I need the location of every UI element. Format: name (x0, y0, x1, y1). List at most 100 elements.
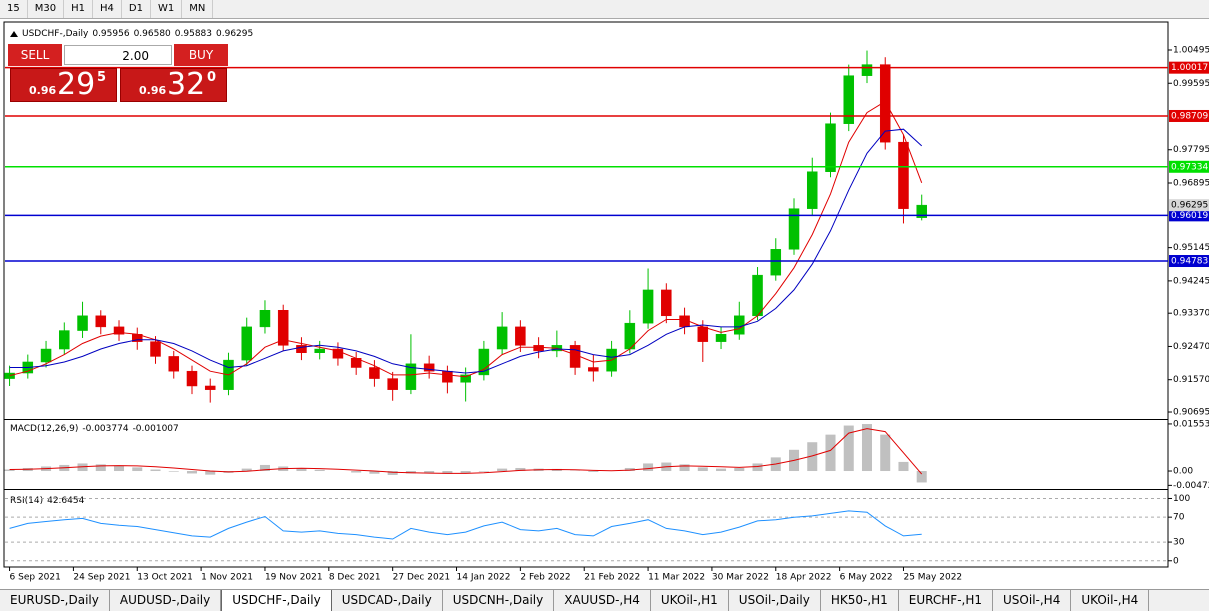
macd-bar (296, 468, 307, 472)
chart-tab[interactable]: EURUSD-,Daily (0, 590, 110, 611)
timeframe-toolbar: 15 M30 H1 H4 D1 W1 MN (0, 0, 1209, 19)
x-tick-label: 18 Apr 2022 (776, 573, 832, 583)
candle-body (460, 374, 471, 383)
x-tick-label: 14 Jan 2022 (457, 573, 511, 583)
indicator: MACD(12,26,9) (10, 424, 78, 434)
macd-bar (861, 424, 873, 472)
level-label: 0.98709 (1171, 111, 1208, 121)
symbol: USDCHF-,Daily (22, 29, 89, 39)
x-tick-label: 24 Sep 2021 (73, 573, 130, 583)
macd-signal (9, 428, 923, 475)
chart-tab[interactable]: USDCAD-,Daily (332, 590, 443, 611)
macd-bar (259, 464, 270, 472)
y-tick-label: 0.00 (1173, 467, 1193, 477)
candle-body (186, 370, 198, 387)
timeframe-button[interactable]: 15 (0, 0, 28, 18)
lot-input[interactable]: 2.00 (64, 45, 172, 65)
collapse-icon (10, 31, 18, 37)
macd-bar (241, 468, 252, 472)
timeframe-button[interactable]: M30 (28, 0, 65, 18)
x-tick-label: 27 Dec 2021 (393, 573, 451, 583)
chart-tab[interactable]: AUDUSD-,Daily (110, 590, 222, 611)
moving-average (9, 128, 923, 374)
high: 0.96580 (134, 29, 171, 39)
x-tick-label: 8 Dec 2021 (329, 573, 381, 583)
candle-body (478, 348, 490, 376)
chart-tab[interactable]: USDCNH-,Daily (443, 590, 555, 611)
candle-body (405, 363, 417, 390)
y-tick-label: 0.94245 (1173, 276, 1209, 286)
macd-bar (4, 469, 15, 472)
buy-price[interactable]: 0.96 32 0 (120, 67, 227, 102)
timeframe-button[interactable]: D1 (122, 0, 151, 18)
candle-body (806, 171, 818, 209)
chart-tabs: EURUSD-,Daily AUDUSD-,Daily USDCHF-,Daily U… (0, 589, 1209, 611)
candle-body (515, 326, 526, 346)
candle-body (95, 315, 107, 328)
chart-tab[interactable]: UKOil-,H1 (651, 590, 729, 611)
macd-bar (734, 467, 745, 472)
sell-price[interactable]: 0.96 29 5 (10, 67, 117, 102)
timeframe-button[interactable]: W1 (151, 0, 183, 18)
macd-bar (150, 469, 161, 472)
x-tick-label: 30 Mar 2022 (712, 573, 769, 583)
macd-bar (497, 468, 508, 472)
macd-bar (588, 471, 599, 472)
chart-tab[interactable]: XAUUSD-,H4 (554, 590, 651, 611)
macd-bar (186, 471, 198, 474)
chart-window: USDCHF-,Daily 0.95956 0.96580 0.95883 0.9629… (3, 21, 1209, 583)
level-label: 0.94783 (1171, 257, 1208, 267)
macd-bar (314, 469, 325, 472)
candle-body (423, 363, 435, 372)
big-figure: 0.96 (139, 84, 167, 97)
chart-tab[interactable]: USDCHF-,Daily (221, 590, 332, 611)
y-tick-label: 0.96895 (1173, 178, 1209, 188)
one-click-trading: SELL 2.00 BUY 0.96 29 5 0.96 32 0 (8, 44, 228, 102)
buy-button[interactable]: BUY (174, 44, 228, 66)
candle-body (296, 345, 307, 353)
y-tick-label: -0.004729 (1173, 481, 1209, 491)
y-tick-label: 0 (1173, 556, 1179, 566)
y-tick-label: 0.90695 (1173, 408, 1209, 418)
chart-tab[interactable]: EURCHF-,H1 (899, 590, 994, 611)
low: 0.95883 (175, 29, 212, 39)
timeframe-button[interactable]: H1 (64, 0, 93, 18)
timeframe-button[interactable]: H4 (93, 0, 122, 18)
y-tick-label: 30 (1173, 538, 1185, 548)
open: 0.95956 (92, 29, 129, 39)
chart-tab[interactable]: HK50-,H1 (821, 590, 899, 611)
candle-body (752, 274, 763, 317)
candle-body (770, 249, 782, 276)
chart-tab[interactable]: UKOil-,H4 (1071, 590, 1150, 611)
level-tag (1169, 160, 1209, 173)
macd-bar (716, 468, 727, 472)
macd-bar (132, 467, 143, 472)
x-tick-label: 25 May 2022 (903, 573, 962, 583)
candle-body (40, 348, 52, 363)
rsi-line (9, 510, 922, 540)
candle-body (259, 309, 271, 328)
candle-body (879, 64, 891, 143)
candle-body (150, 341, 161, 357)
fraction: 0 (207, 70, 217, 85)
candle-body (661, 289, 672, 317)
macd-bar (807, 442, 818, 472)
candle-body (168, 356, 180, 372)
y-tick-label: 0.95145 (1173, 243, 1209, 253)
current-price: 0.96295 (1171, 201, 1208, 211)
chart-tab[interactable]: USOil-,Daily (729, 590, 821, 611)
candle-body (788, 208, 800, 250)
level-tag (1169, 61, 1209, 74)
big-figure: 0.96 (29, 84, 57, 97)
timeframe-button[interactable]: MN (182, 0, 214, 18)
sell-button[interactable]: SELL (8, 44, 62, 66)
level-tag (1169, 209, 1209, 222)
candle-body (332, 348, 344, 359)
y-tick-label: 0.99595 (1173, 79, 1209, 89)
candle-body (4, 372, 15, 379)
rsi-header: RSI(14) 42.6454 (10, 496, 85, 506)
candle-body (314, 348, 325, 353)
y-tick-label: 0.92470 (1173, 342, 1209, 352)
chart-tab[interactable]: USOil-,H4 (993, 590, 1072, 611)
